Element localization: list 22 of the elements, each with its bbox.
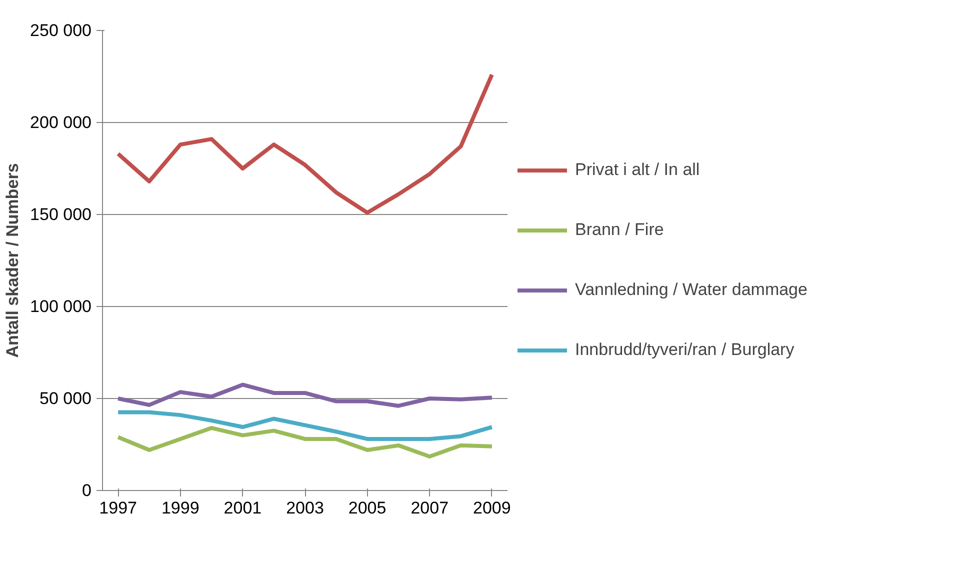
x-tick-label: 2003 xyxy=(286,498,324,518)
y-tick-label: 100 000 xyxy=(30,297,92,316)
x-tick-label: 1999 xyxy=(161,498,200,518)
line-series xyxy=(116,382,494,408)
x-tick-label: 2009 xyxy=(473,498,511,518)
x-tick-label: 2007 xyxy=(410,498,449,518)
legend-label: Innbrudd/tyveri/ran / Burglary xyxy=(575,340,794,360)
y-tick-label: 150 000 xyxy=(30,205,92,224)
line-series xyxy=(116,426,494,458)
line-series xyxy=(116,410,494,441)
y-tick-label: 0 xyxy=(82,481,92,500)
y-tick-label: 200 000 xyxy=(30,113,92,132)
x-tick-label: 2001 xyxy=(224,498,262,518)
y-axis-title: Antall skader / Numbers xyxy=(3,163,22,358)
y-tick-label: 50 000 xyxy=(40,389,92,408)
x-tick-label: 1997 xyxy=(99,498,137,518)
x-tick-label: 2005 xyxy=(348,498,386,518)
line-series xyxy=(116,72,494,215)
legend-label: Brann / Fire xyxy=(575,220,664,240)
legend-label: Privat i alt / In all xyxy=(575,160,700,180)
legend-label: Vannledning / Water dammage xyxy=(575,280,808,300)
y-tick-label: 250 000 xyxy=(30,21,92,40)
